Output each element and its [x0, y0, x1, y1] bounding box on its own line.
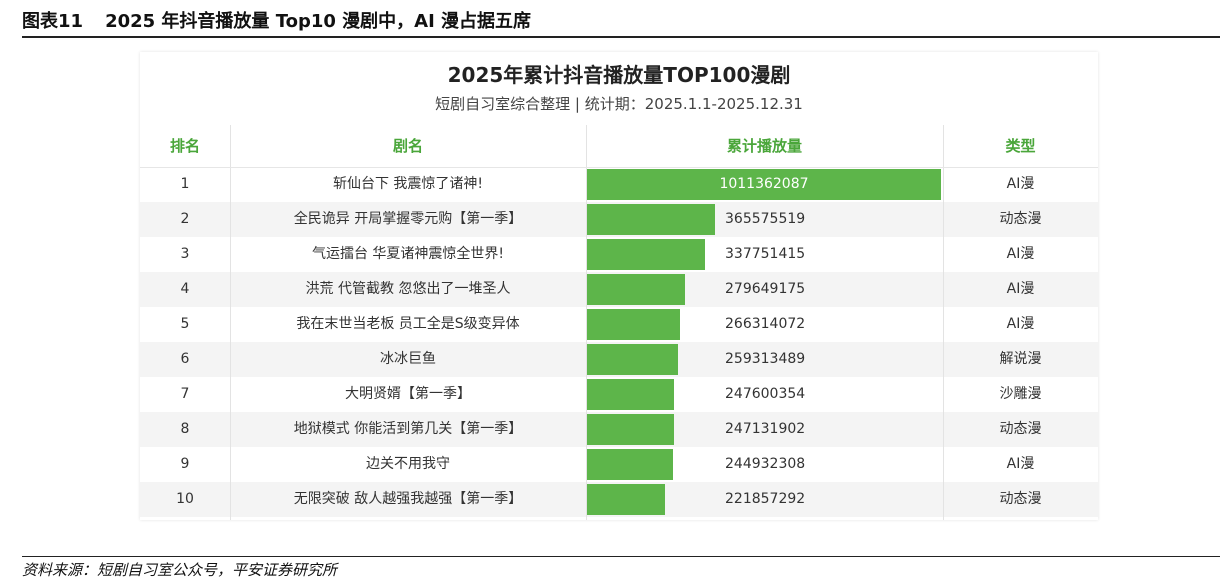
type-cell: AI漫 [1006, 316, 1035, 332]
column-header-rank: 排名 [169, 137, 200, 155]
title-cell: 无限突破 敌人越强我越强【第一季】 [293, 491, 523, 507]
figure-caption: 2025 年抖音播放量 Top10 漫剧中，AI 漫占据五席 [105, 11, 532, 32]
table-row: 8 地狱模式 你能活到第几关【第一季】 247131902 动态漫 [140, 412, 1098, 447]
rank-cell: 7 [180, 386, 190, 402]
table-row: 10 无限突破 敌人越强我越强【第一季】 221857292 动态漫 [140, 482, 1098, 517]
column-header-plays: 累计播放量 [726, 137, 802, 155]
play-count-bar [587, 309, 681, 340]
rank-cell: 8 [180, 421, 190, 437]
title-cell: 边关不用我守 [366, 456, 450, 472]
play-count-label: 279649175 [725, 281, 806, 297]
play-count-label: 244932308 [725, 456, 806, 472]
play-count-label: 337751415 [725, 246, 806, 262]
rank-cell: 10 [176, 491, 194, 507]
header-divider [140, 167, 1098, 168]
title-cell: 斩仙台下 我震惊了诸神! [332, 176, 484, 192]
play-count-bar [587, 379, 674, 410]
column-divider [230, 125, 231, 520]
play-count-bar [587, 239, 706, 270]
table-row: 5 我在末世当老板 员工全是S级变异体 266314072 AI漫 [140, 307, 1098, 342]
column-divider [943, 125, 944, 520]
table-row: 6 冰冰巨鱼 259313489 解说漫 [140, 342, 1098, 377]
play-count-bar [587, 344, 678, 375]
play-count-bar [587, 484, 665, 515]
column-divider [586, 125, 587, 520]
title-cell: 我在末世当老板 员工全是S级变异体 [296, 316, 520, 332]
type-cell: 解说漫 [999, 351, 1042, 367]
rank-cell: 1 [180, 176, 190, 192]
table-row: 4 洪荒 代管截教 忽悠出了一堆圣人 279649175 AI漫 [140, 272, 1098, 307]
play-count-bar [587, 204, 715, 235]
type-cell: 动态漫 [999, 211, 1042, 227]
type-cell: AI漫 [1006, 176, 1035, 192]
title-cell: 地狱模式 你能活到第几关【第一季】 [293, 421, 523, 437]
type-cell: AI漫 [1006, 281, 1035, 297]
ranking-table-card: 2025年累计抖音播放量TOP100漫剧 短剧自习室综合整理 | 统计期：202… [140, 52, 1098, 520]
play-count-label: 266314072 [725, 316, 806, 332]
rank-cell: 9 [180, 456, 190, 472]
table-row: 7 大明贤婿【第一季】 247600354 沙雕漫 [140, 377, 1098, 412]
play-count-label: 365575519 [725, 211, 806, 227]
figure-footer: 资料来源：短剧自习室公众号，平安证券研究所 [22, 556, 1220, 583]
title-cell: 气运擂台 华夏诸神震惊全世界! [311, 246, 505, 262]
play-count-bar [587, 449, 673, 480]
table-row: 2 全民诡异 开局掌握零元购【第一季】 365575519 动态漫 [140, 202, 1098, 237]
play-count-label: 221857292 [725, 491, 806, 507]
rank-cell: 4 [180, 281, 190, 297]
play-count-bar [587, 274, 685, 305]
type-cell: 动态漫 [999, 421, 1042, 437]
source-note: 资料来源：短剧自习室公众号，平安证券研究所 [22, 561, 338, 579]
rank-cell: 5 [180, 316, 190, 332]
chart-subtitle: 短剧自习室综合整理 | 统计期：2025.1.1-2025.12.31 [435, 95, 803, 113]
play-count-bar [587, 169, 941, 200]
column-header-name: 剧名 [392, 137, 423, 155]
figure-header: 图表11 2025 年抖音播放量 Top10 漫剧中，AI 漫占据五席 [22, 8, 1220, 38]
figure-number: 图表11 [22, 11, 84, 32]
rank-cell: 2 [180, 211, 190, 227]
play-count-label: 247600354 [725, 386, 806, 402]
play-count-label: 1011362087 [719, 176, 809, 192]
column-header-type: 类型 [1005, 137, 1036, 155]
type-cell: AI漫 [1006, 246, 1035, 262]
type-cell: AI漫 [1006, 456, 1035, 472]
type-cell: 动态漫 [999, 491, 1042, 507]
title-cell: 冰冰巨鱼 [380, 351, 436, 367]
table-row: 3 气运擂台 华夏诸神震惊全世界! 337751415 AI漫 [140, 237, 1098, 272]
title-cell: 全民诡异 开局掌握零元购【第一季】 [293, 211, 523, 227]
title-cell: 大明贤婿【第一季】 [345, 386, 471, 402]
rank-cell: 6 [180, 351, 190, 367]
table-row: 9 边关不用我守 244932308 AI漫 [140, 447, 1098, 482]
play-count-label: 247131902 [725, 421, 806, 437]
chart-title: 2025年累计抖音播放量TOP100漫剧 [447, 63, 791, 87]
play-count-bar [587, 414, 674, 445]
title-cell: 洪荒 代管截教 忽悠出了一堆圣人 [305, 281, 511, 297]
table-row: 1 斩仙台下 我震惊了诸神! 1011362087 AI漫 [140, 167, 1098, 202]
play-count-label: 259313489 [725, 351, 806, 367]
type-cell: 沙雕漫 [999, 386, 1042, 402]
rank-cell: 3 [180, 246, 190, 262]
